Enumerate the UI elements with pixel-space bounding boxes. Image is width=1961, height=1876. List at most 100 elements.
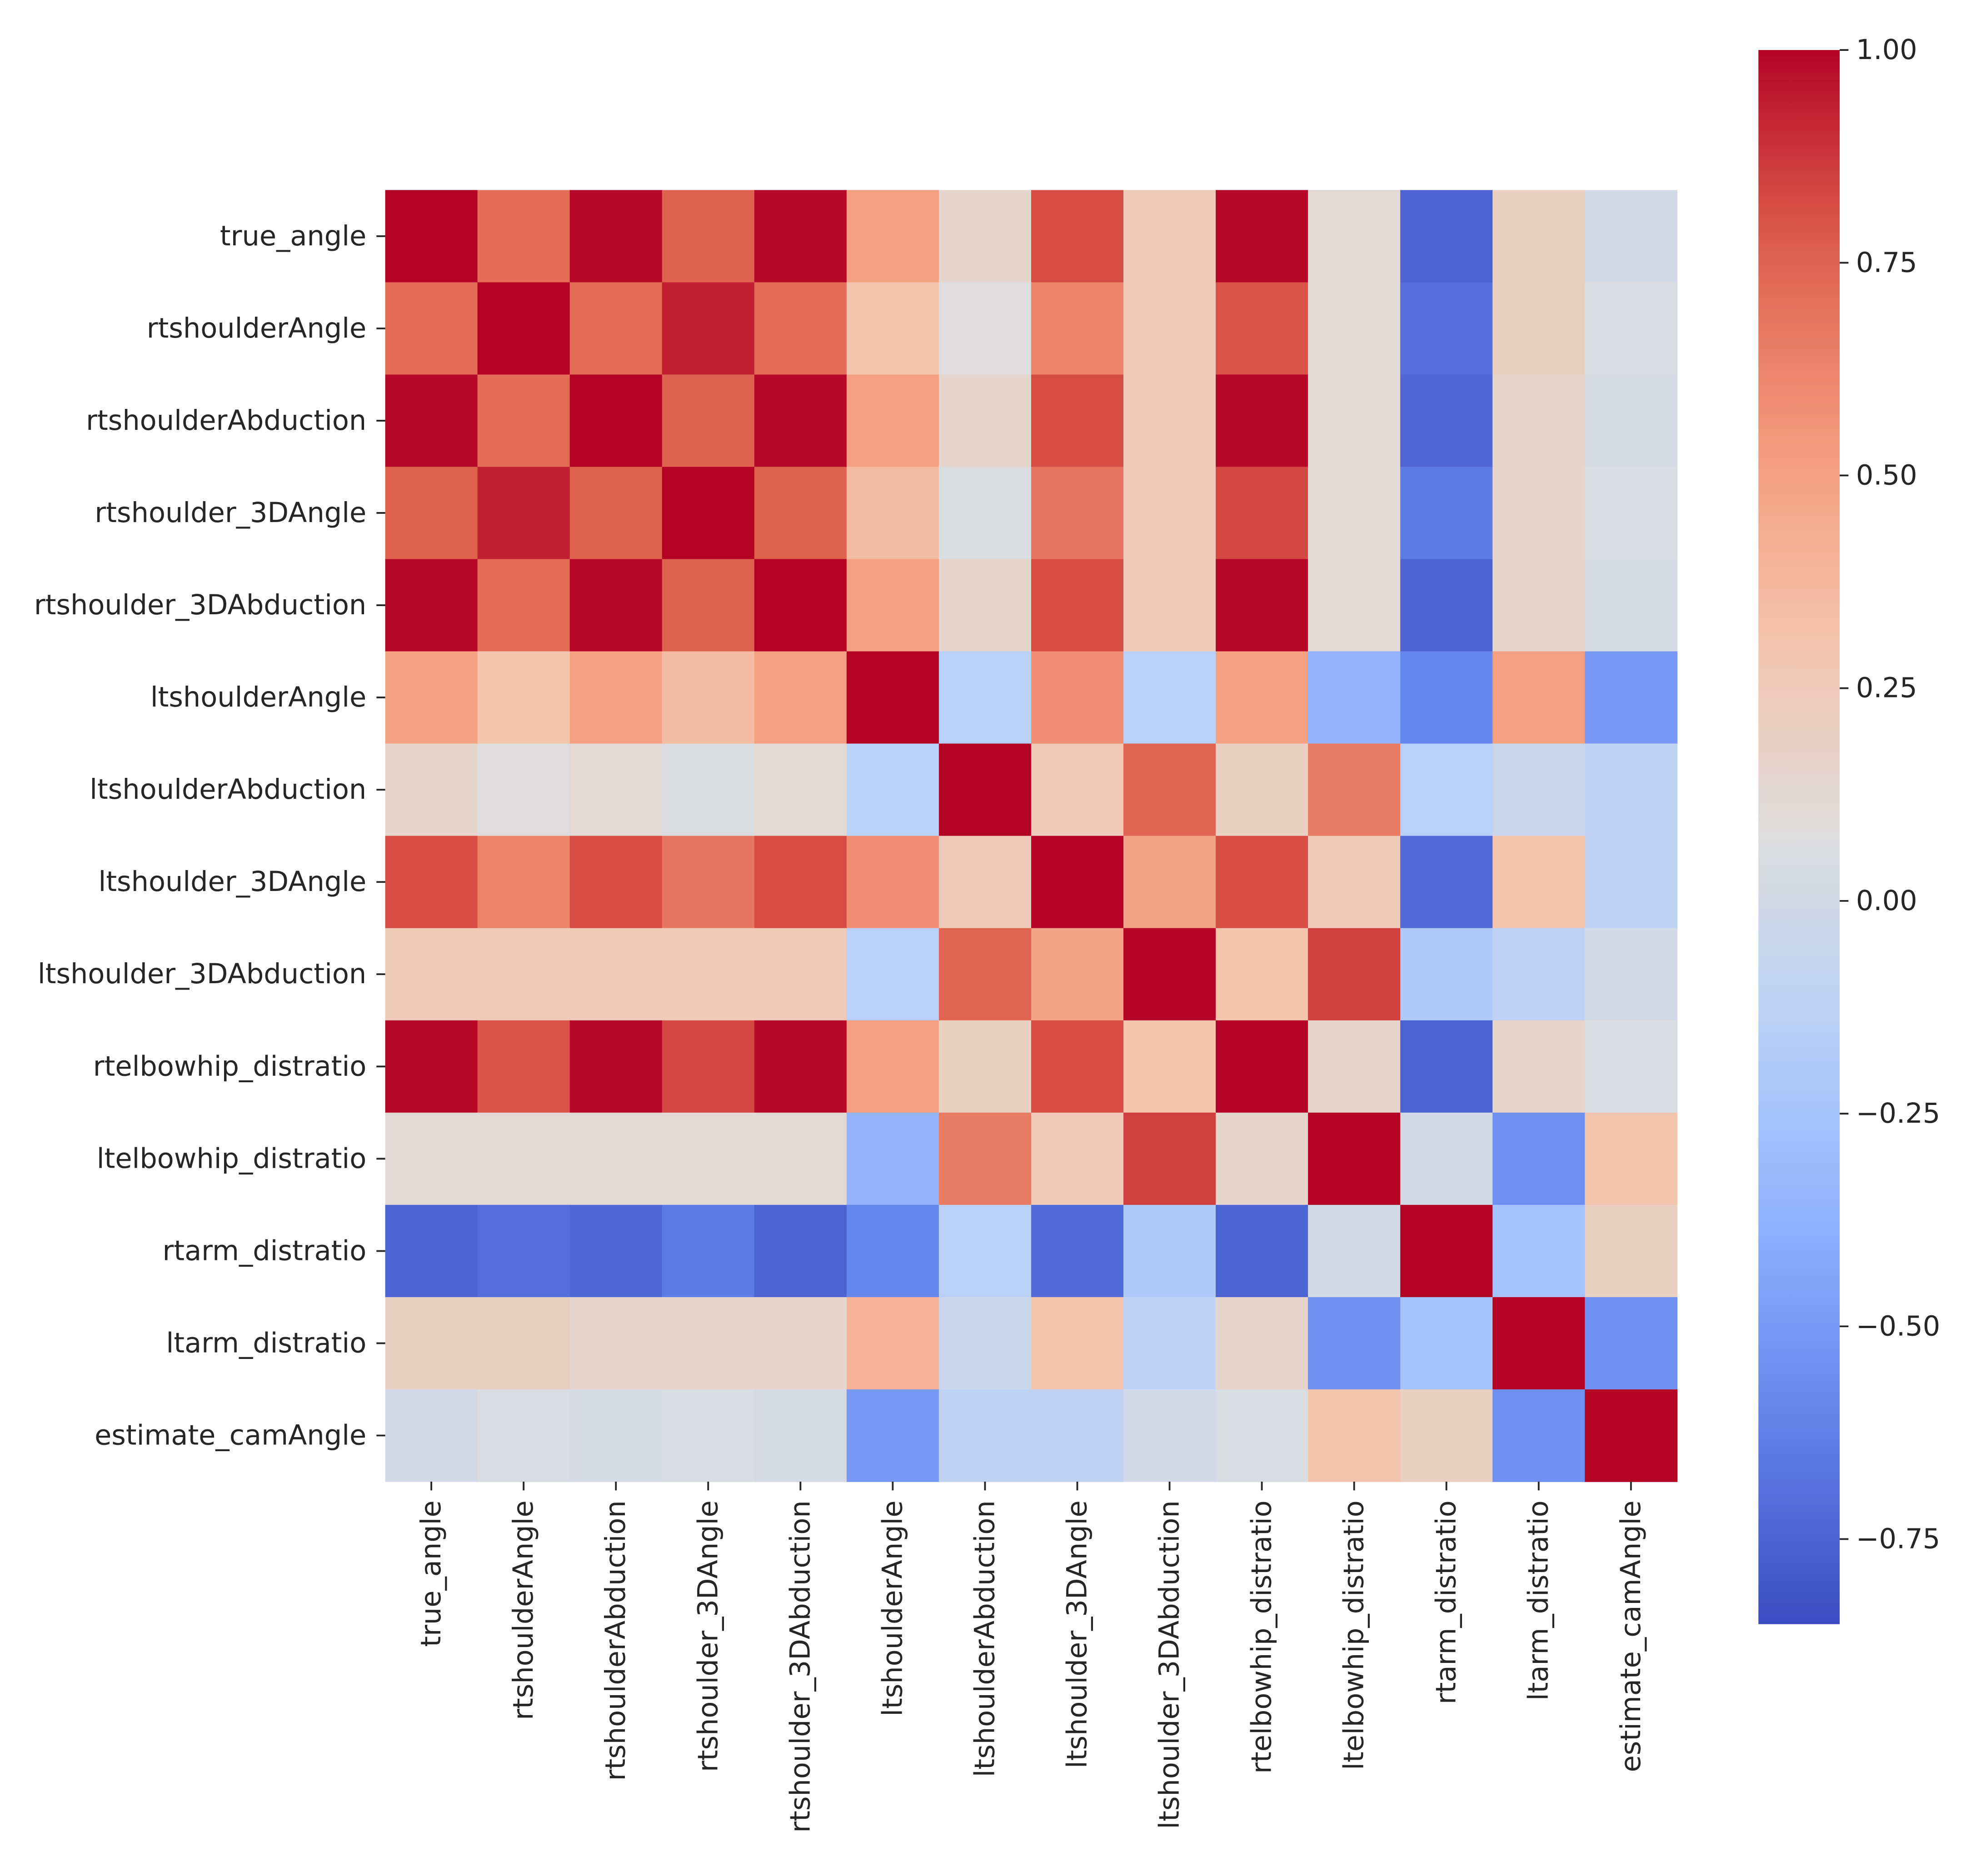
- heatmap-cell: [938, 1297, 1032, 1390]
- y-tick-label: ltelbowhip_distratio: [97, 1143, 367, 1174]
- heatmap-cell: [1031, 190, 1124, 283]
- heatmap-cell: [938, 1389, 1032, 1482]
- heatmap-cell: [1216, 467, 1308, 560]
- heatmap-cell: [1400, 1112, 1493, 1205]
- heatmap-cell: [1031, 1389, 1124, 1482]
- y-tick-label: ltshoulder_3DAngle: [99, 866, 367, 898]
- heatmap-cell: [846, 190, 939, 283]
- heatmap-cell: [662, 374, 755, 468]
- heatmap-cell: [477, 467, 570, 560]
- heatmap-cell: [1492, 559, 1586, 652]
- heatmap-cell: [1308, 1020, 1401, 1113]
- heatmap-cell: [477, 190, 570, 283]
- heatmap-cell: [1308, 190, 1401, 283]
- heatmap-cell: [1492, 282, 1586, 375]
- heatmap-cell: [1492, 928, 1586, 1021]
- heatmap-cell: [754, 743, 847, 836]
- heatmap-cell: [385, 651, 478, 744]
- heatmap-cell: [385, 282, 478, 375]
- heatmap-cell: [385, 1112, 478, 1205]
- heatmap-cell: [754, 467, 847, 560]
- heatmap-cell: [1123, 1297, 1216, 1390]
- heatmap-cell: [569, 1112, 663, 1205]
- heatmap-cell: [1031, 1204, 1124, 1298]
- heatmap-cell: [1031, 651, 1124, 744]
- heatmap-cell: [1308, 467, 1401, 560]
- heatmap-cell: [1308, 1389, 1401, 1482]
- heatmap-cell: [1031, 1020, 1124, 1113]
- y-tick-label: ltshoulder_3DAbduction: [38, 958, 366, 990]
- heatmap-cell: [846, 1297, 939, 1390]
- heatmap-cell: [846, 1112, 939, 1205]
- heatmap-cell: [846, 374, 939, 468]
- heatmap-cell: [1308, 559, 1401, 652]
- heatmap-cell: [938, 190, 1032, 283]
- heatmap-cell: [385, 467, 478, 560]
- heatmap-cell: [846, 743, 939, 836]
- heatmap-cell: [938, 559, 1032, 652]
- heatmap-cell: [385, 559, 478, 652]
- heatmap-cell: [846, 1204, 939, 1298]
- heatmap-cell: [846, 282, 939, 375]
- heatmap-cell: [1216, 928, 1308, 1021]
- heatmap-cell: [1585, 1297, 1678, 1390]
- heatmap-cell: [846, 1020, 939, 1113]
- heatmap-cell: [1031, 1112, 1124, 1205]
- heatmap-cell: [754, 374, 847, 468]
- x-tick-label: rtshoulder_3DAngle: [692, 1500, 724, 1772]
- colorbar-tick-label: 0.25: [1856, 672, 1917, 704]
- heatmap-cell: [662, 282, 755, 375]
- y-tick-label: ltshoulderAngle: [150, 682, 366, 713]
- heatmap-cell: [1216, 1020, 1308, 1113]
- heatmap-cell: [1216, 190, 1308, 283]
- colorbar-gradient: [1758, 50, 1840, 1624]
- heatmap-cell: [754, 190, 847, 283]
- x-tick-label: rtshoulder_3DAbduction: [784, 1500, 816, 1832]
- heatmap-cell: [1492, 836, 1586, 929]
- colorbar: 1.00 0.75 0.50 0.25 0.00 −0.25 −0.50 −0.75: [1758, 34, 1940, 1624]
- heatmap-cell: [1216, 282, 1308, 375]
- heatmap-cell: [1585, 836, 1678, 929]
- heatmap-cell: [846, 651, 939, 744]
- heatmap-cell: [1031, 467, 1124, 560]
- heatmap-cell: [754, 1112, 847, 1205]
- x-tick-label: estimate_camAngle: [1615, 1500, 1647, 1772]
- heatmap-cell: [1492, 467, 1586, 560]
- heatmap-cell: [1492, 1020, 1586, 1113]
- heatmap-cell: [1585, 651, 1678, 744]
- heatmap-cell: [569, 1204, 663, 1298]
- heatmap-cell: [754, 651, 847, 744]
- heatmap-cell: [1308, 1112, 1401, 1205]
- heatmap-cell: [1123, 1020, 1216, 1113]
- heatmap-cell: [938, 743, 1032, 836]
- heatmap-cell: [662, 836, 755, 929]
- heatmap-cell: [1308, 928, 1401, 1021]
- heatmap-cell: [1400, 1020, 1493, 1113]
- heatmap-cell: [662, 1389, 755, 1482]
- heatmap-cell: [1216, 374, 1308, 468]
- heatmap-cell: [569, 282, 663, 375]
- heatmap-cell: [662, 1020, 755, 1113]
- heatmap-cell: [1400, 190, 1493, 283]
- heatmap-cell: [1123, 928, 1216, 1021]
- heatmap-cell: [477, 1204, 570, 1298]
- heatmap-cell: [1585, 467, 1678, 560]
- heatmap-cell: [1400, 836, 1493, 929]
- heatmap-cell: [1492, 1204, 1586, 1298]
- heatmap-cell: [569, 1020, 663, 1113]
- heatmap-cell: [569, 928, 663, 1021]
- heatmap-cell: [477, 928, 570, 1021]
- heatmap-cell: [1400, 651, 1493, 744]
- heatmap-cell: [846, 928, 939, 1021]
- heatmap-cell: [1492, 374, 1586, 468]
- heatmap-cell: [754, 1389, 847, 1482]
- heatmap-cell: [385, 374, 478, 468]
- heatmap-cell: [385, 836, 478, 929]
- heatmap-cell: [1123, 1204, 1216, 1298]
- x-axis: true_angle rtshoulderAngle rtshoulderAbduc…: [415, 1482, 1647, 1833]
- colorbar-tick-label: 0.00: [1856, 885, 1917, 917]
- heatmap-cell: [1308, 1297, 1401, 1390]
- heatmap-cell: [1308, 1204, 1401, 1298]
- heatmap-cell: [1123, 190, 1216, 283]
